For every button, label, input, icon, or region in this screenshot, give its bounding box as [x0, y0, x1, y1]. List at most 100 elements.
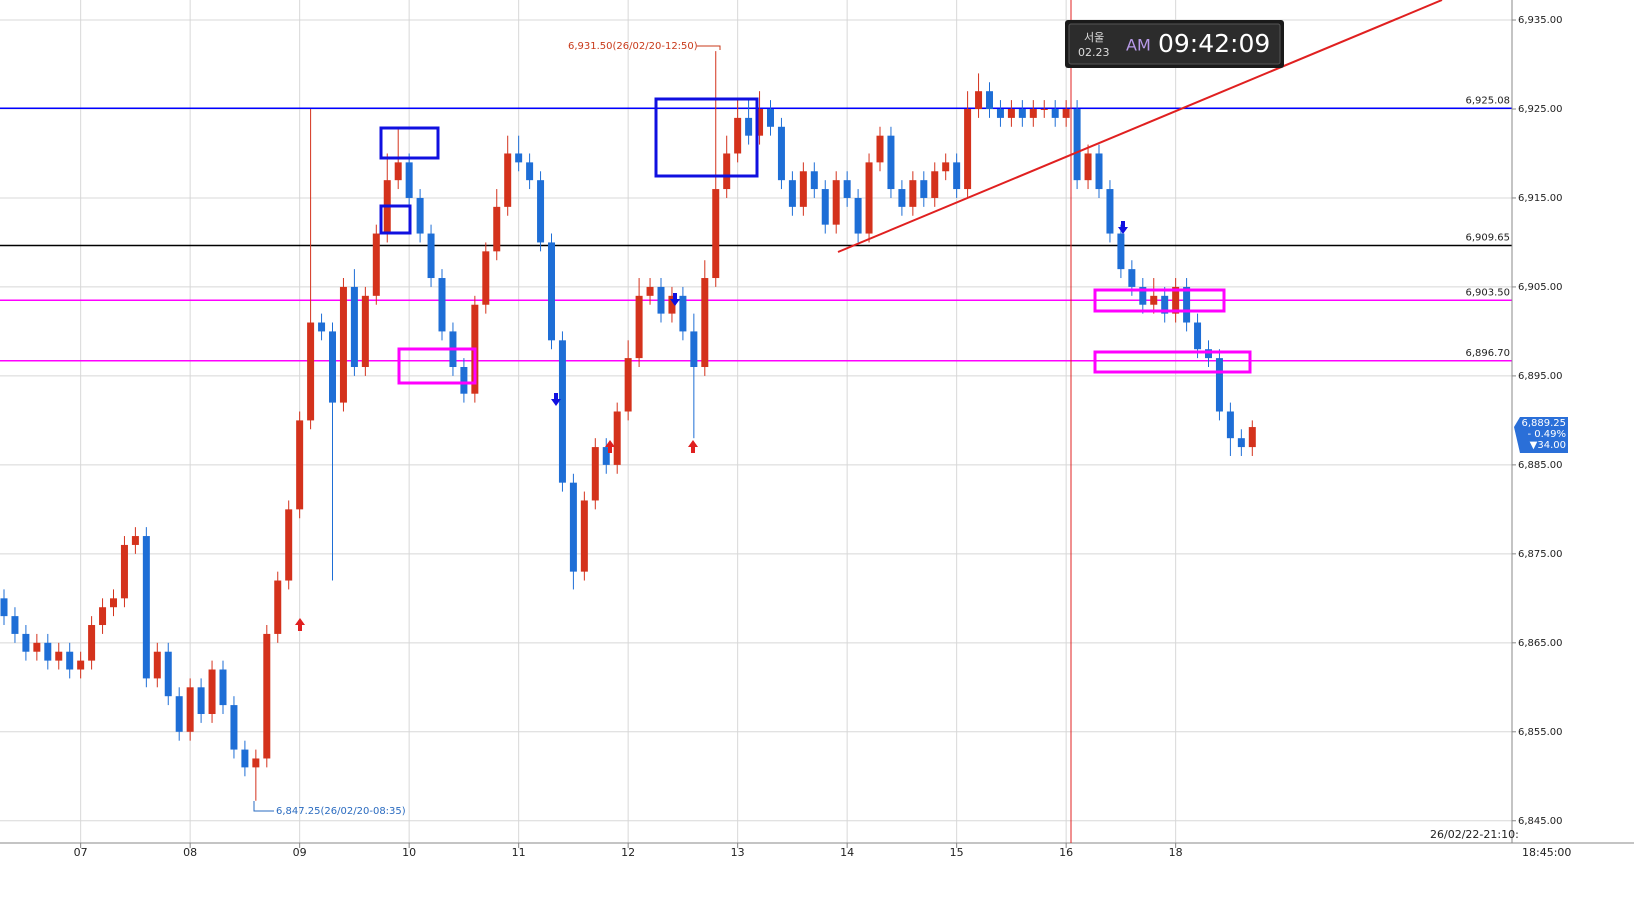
sell-arrow	[1118, 221, 1128, 234]
candle-body	[843, 180, 851, 198]
candle-body	[613, 411, 621, 465]
candle-body	[482, 251, 490, 305]
y-tick-label: 6,845.00	[1518, 816, 1563, 827]
candle-body	[799, 171, 807, 207]
candles	[0, 51, 1256, 801]
candle-body	[1194, 322, 1202, 350]
clock-ampm: AM	[1126, 36, 1151, 55]
candle-body	[712, 189, 720, 279]
low-annotation: 6,847.25(26/02/20-08:35)	[276, 806, 406, 817]
candle-body	[723, 153, 731, 190]
candle-body	[274, 580, 282, 634]
level-label: 6,896.70	[1465, 348, 1510, 359]
candle-body	[810, 171, 818, 190]
candle-body	[416, 197, 424, 234]
candle-body	[1018, 108, 1026, 118]
candle-body	[558, 340, 566, 483]
x-tick-label: 10	[402, 846, 416, 859]
candle-body	[701, 278, 709, 368]
candle-body	[230, 705, 238, 750]
x-tick-label: 15	[950, 846, 964, 859]
candle-body	[548, 242, 555, 341]
candle-body	[361, 295, 369, 368]
candle-body	[350, 286, 358, 368]
x-tick-label: 12	[621, 846, 635, 859]
candle-body	[438, 278, 446, 332]
candle-body	[788, 180, 796, 207]
candle-body	[996, 108, 1004, 118]
candle-body	[55, 651, 63, 661]
candle-body	[1172, 286, 1180, 314]
high-annotation: 6,931.50(26/02/20-12:50)	[568, 41, 698, 52]
last-price-box	[1514, 417, 1568, 454]
clock-widget: 서울 02.23 AM 09:42:09	[1065, 20, 1284, 68]
candle-body	[339, 286, 347, 403]
candle-body	[142, 536, 150, 679]
sell-arrow	[670, 293, 680, 306]
candle-body	[1128, 269, 1136, 287]
candle-body	[920, 180, 928, 198]
candle-body	[1084, 153, 1092, 181]
candle-body	[986, 91, 993, 109]
candle-body	[66, 651, 74, 670]
candle-body	[394, 162, 402, 181]
clock-city: 서울	[1084, 31, 1104, 44]
x-tick-label: 14	[840, 846, 854, 859]
candle-body	[1139, 286, 1147, 305]
candle-body	[1237, 438, 1245, 448]
candle-body	[318, 322, 326, 332]
box	[1093, 288, 1226, 313]
candle-body	[1007, 108, 1015, 118]
candle-body	[1161, 295, 1169, 314]
candle-body	[329, 331, 336, 403]
candle-body	[153, 651, 161, 679]
trend-line	[837, 0, 1443, 253]
last-price: 6,889.25	[1521, 418, 1566, 429]
candle-body	[690, 331, 698, 368]
candle-body	[493, 206, 501, 252]
candle-body	[964, 108, 972, 190]
candle-body	[504, 153, 512, 207]
last-change: ▼34.00	[1530, 440, 1566, 451]
box	[379, 126, 440, 160]
candle-body	[405, 162, 413, 198]
box	[397, 347, 477, 385]
level-label: 6,909.65	[1465, 233, 1510, 244]
candle-body	[1117, 233, 1125, 270]
candle-body	[657, 286, 665, 314]
candle-body	[876, 135, 884, 163]
candle-body	[44, 642, 52, 661]
box	[654, 97, 759, 178]
candle-body	[1095, 153, 1103, 190]
y-tick-label: 6,915.00	[1518, 193, 1563, 204]
candle-body	[164, 651, 172, 697]
candle-body	[591, 447, 599, 501]
candle-body	[821, 189, 829, 225]
candle-body	[1062, 108, 1070, 118]
highlight-boxes	[379, 97, 1252, 385]
footer-time: 18:45:00	[1522, 846, 1571, 859]
candle-body	[99, 607, 107, 626]
candle-body	[942, 162, 950, 172]
candle-body	[1215, 358, 1223, 412]
clock-date: 02.23	[1078, 46, 1110, 59]
x-tick-label: 09	[293, 846, 307, 859]
buy-arrow	[295, 618, 305, 631]
level-label: 6,903.50	[1465, 287, 1510, 298]
buy-arrow	[605, 440, 615, 453]
candle-body	[263, 633, 271, 759]
candle-body	[854, 197, 862, 234]
candle-body	[77, 660, 85, 670]
candle-body	[285, 509, 293, 581]
candle-body	[515, 153, 523, 163]
candle-body	[11, 616, 19, 634]
candle-body	[241, 749, 249, 768]
candle-body	[865, 162, 873, 234]
candle-body	[526, 162, 534, 181]
annotation-leader	[697, 45, 721, 50]
candle-body	[832, 180, 840, 225]
candle-body	[931, 171, 939, 198]
y-tick-label: 6,895.00	[1518, 371, 1563, 382]
candle-body	[372, 233, 380, 296]
